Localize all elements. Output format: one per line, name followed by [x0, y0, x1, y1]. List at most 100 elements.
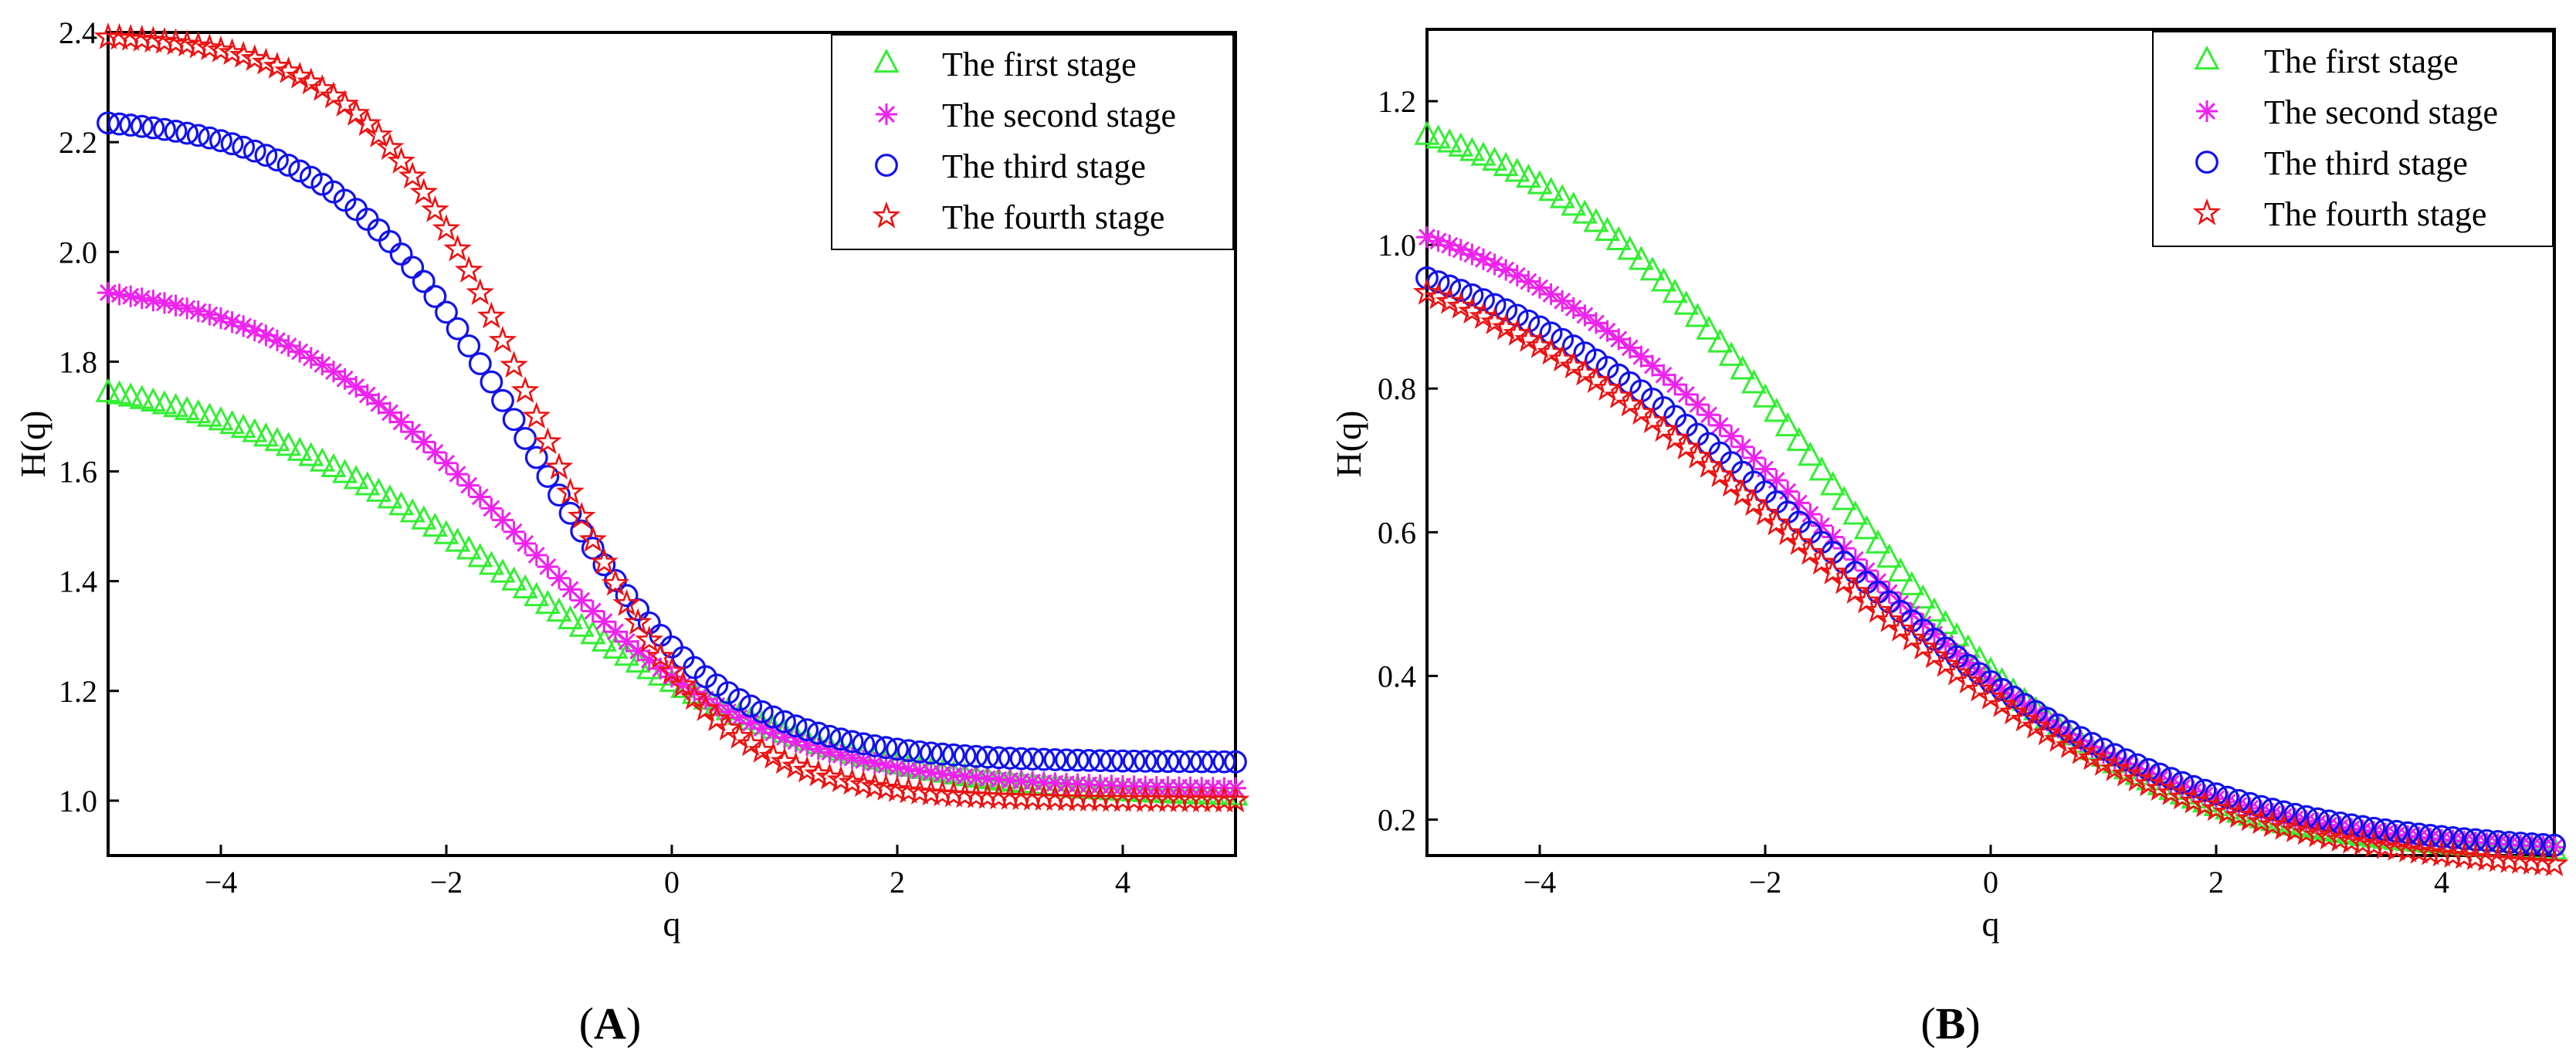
data-point — [1168, 750, 1191, 774]
x-tick-label: 2 — [890, 865, 905, 900]
data-point — [1122, 749, 1146, 773]
data-point — [1980, 669, 2001, 692]
data-point — [402, 421, 424, 443]
data-point — [390, 411, 412, 433]
data-point — [2002, 686, 2025, 709]
data-point — [1777, 480, 1799, 503]
y-tick-label: 2.0 — [59, 235, 97, 269]
legend-marker-2 — [876, 103, 897, 125]
data-point — [468, 352, 492, 375]
data-point — [1415, 266, 1439, 290]
data-point — [458, 474, 480, 496]
data-point — [341, 99, 371, 126]
legend-label-4: The fourth stage — [2264, 195, 2486, 233]
data-point — [2531, 832, 2555, 856]
data-point — [2044, 724, 2073, 752]
data-point — [1785, 528, 1814, 555]
data-point — [943, 764, 964, 786]
data-point — [1608, 328, 1630, 351]
data-point — [886, 737, 909, 761]
data-point — [691, 694, 720, 721]
data-point — [209, 129, 232, 153]
data-point — [761, 705, 785, 729]
data-point — [264, 426, 290, 452]
data-point — [423, 285, 447, 308]
data-point — [1416, 226, 1438, 249]
data-point — [1043, 747, 1067, 771]
data-point — [2351, 815, 2374, 839]
data-point — [345, 375, 368, 398]
data-point — [592, 553, 616, 577]
data-point — [1698, 404, 1720, 426]
data-point — [1765, 469, 1788, 491]
data-point — [1786, 426, 1812, 452]
data-point — [2191, 790, 2219, 818]
data-point — [365, 477, 391, 502]
data-point — [2475, 828, 2499, 852]
data-point — [1604, 381, 1633, 409]
data-point — [97, 111, 120, 135]
y-tick-label: 0.8 — [1378, 371, 1416, 406]
data-point — [469, 486, 491, 508]
data-point — [1651, 267, 1677, 292]
data-point — [683, 681, 706, 703]
panel-letter-a: A — [594, 998, 626, 1049]
data-point — [300, 347, 322, 369]
data-point — [252, 47, 280, 75]
data-point — [242, 139, 266, 163]
data-point — [773, 710, 796, 734]
data-point — [2201, 794, 2231, 822]
data-point — [379, 402, 401, 424]
data-point — [1664, 374, 1686, 396]
data-point — [591, 627, 617, 652]
data-point — [2157, 778, 2185, 805]
data-point — [1585, 312, 1607, 334]
data-point — [863, 734, 886, 757]
data-point — [942, 743, 965, 767]
data-point — [492, 509, 514, 531]
data-point — [95, 378, 121, 402]
data-point — [1957, 652, 1979, 674]
data-point — [1449, 239, 1472, 261]
data-point — [230, 413, 256, 439]
data-point — [1968, 661, 1991, 683]
x-axis-label-a: q — [663, 904, 681, 944]
data-point — [117, 382, 144, 407]
data-point — [1796, 537, 1825, 565]
data-point — [2111, 759, 2140, 787]
data-point — [1899, 571, 1925, 595]
data-point — [534, 427, 562, 455]
data-point — [593, 611, 615, 633]
data-point — [297, 67, 326, 95]
data-point — [1630, 345, 1652, 368]
data-point — [1831, 486, 1857, 510]
data-point — [2486, 829, 2510, 853]
data-point — [266, 329, 288, 351]
legend-label-2: The second stage — [942, 97, 1176, 134]
data-point — [1201, 750, 1225, 774]
data-point — [1638, 406, 1667, 434]
data-point — [198, 126, 222, 150]
data-point — [503, 520, 525, 543]
data-point — [770, 747, 799, 774]
data-point — [578, 525, 608, 552]
data-point — [2418, 824, 2442, 847]
x-tick-label: 4 — [1115, 865, 1130, 900]
data-point — [288, 159, 312, 183]
data-point — [432, 214, 461, 242]
data-point — [1696, 315, 1722, 340]
data-point — [2407, 822, 2431, 846]
y-tick-label: 0.6 — [1378, 515, 1416, 550]
data-point — [219, 409, 246, 435]
data-point — [286, 436, 313, 461]
data-point — [2123, 764, 2152, 791]
data-point — [2441, 826, 2465, 849]
data-point — [774, 726, 795, 748]
x-tick-label: −4 — [205, 865, 238, 900]
data-point — [1853, 515, 1879, 540]
data-point — [672, 673, 694, 696]
data-point — [309, 447, 335, 472]
y-tick-label: 1.0 — [59, 784, 97, 818]
data-point — [389, 242, 413, 266]
